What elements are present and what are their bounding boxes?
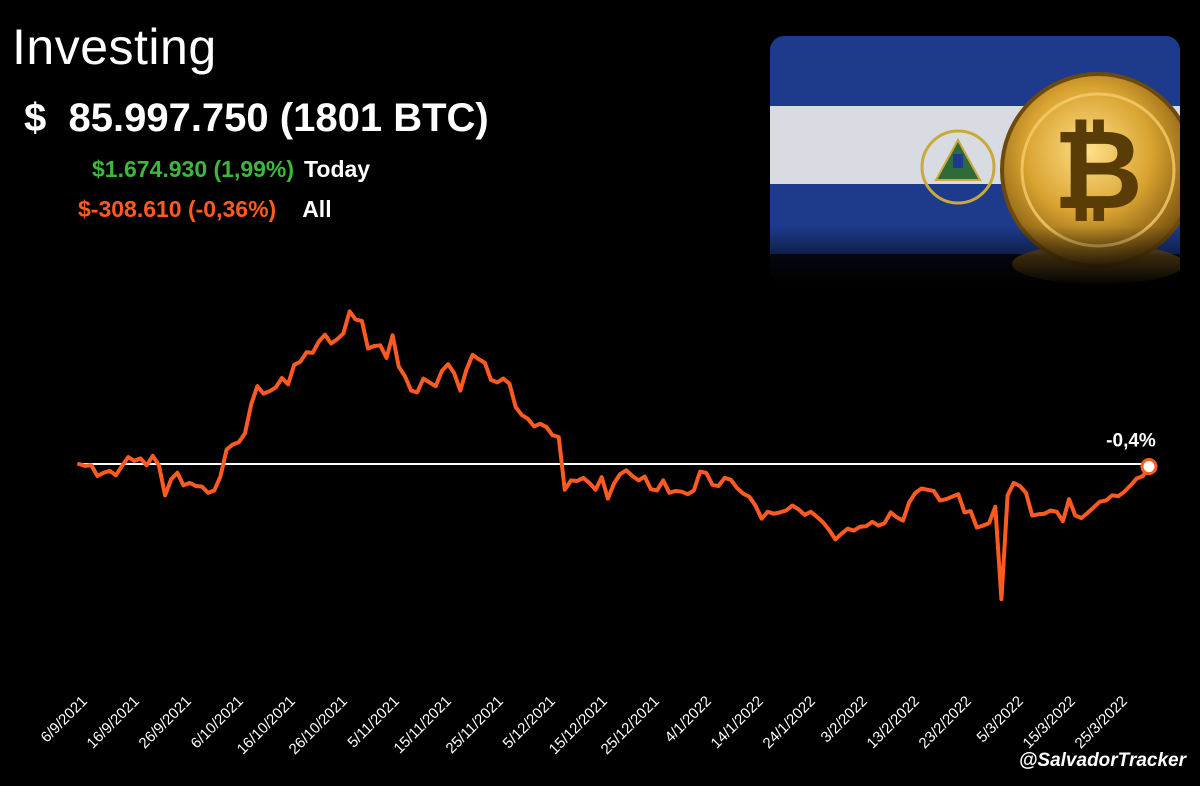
watermark-handle: @SalvadorTracker [1018,750,1186,771]
x-tick-label: 6/9/2021 [38,693,91,746]
x-tick-label: 23/2/2022 [916,693,975,752]
portfolio-total-value: $ 85.997.750 (1801 BTC) [24,96,489,140]
el-salvador-bitcoin-image: ₿ [770,36,1180,284]
all-change-label: All [302,196,332,222]
x-tick-label: 25/3/2022 [1072,693,1131,752]
svg-text:₿: ₿ [1053,106,1143,234]
end-annotation-label: -0,4% [1106,431,1156,452]
x-tick-label: 3/2/2022 [818,693,871,746]
x-tick-label: 14/1/2022 [708,693,767,752]
x-tick-label: 15/3/2022 [1020,693,1079,752]
all-change-row: $-308.610 (-0,36%) All [78,196,332,223]
coat-of-arms-icon [920,129,996,205]
today-change-label: Today [304,156,371,182]
all-change-value: $-308.610 (-0,36%) [78,196,277,222]
x-tick-label: 16/9/2021 [84,693,143,752]
latest-point-marker [1140,458,1158,476]
page-title: Investing [12,19,217,75]
x-tick-label: 24/1/2022 [760,693,819,752]
portfolio-value-line [77,309,1151,602]
today-change-value: $1.674.930 (1,99%) [92,156,295,182]
x-tick-label: 26/9/2021 [136,693,195,752]
today-change-row: $1.674.930 (1,99%) Today [92,156,370,183]
x-tick-label: 13/2/2022 [864,693,923,752]
x-tick-label: 4/1/2022 [662,693,715,746]
x-tick-label: 5/3/2022 [974,693,1027,746]
flag-bitcoin-illustration: ₿ [770,36,1180,284]
